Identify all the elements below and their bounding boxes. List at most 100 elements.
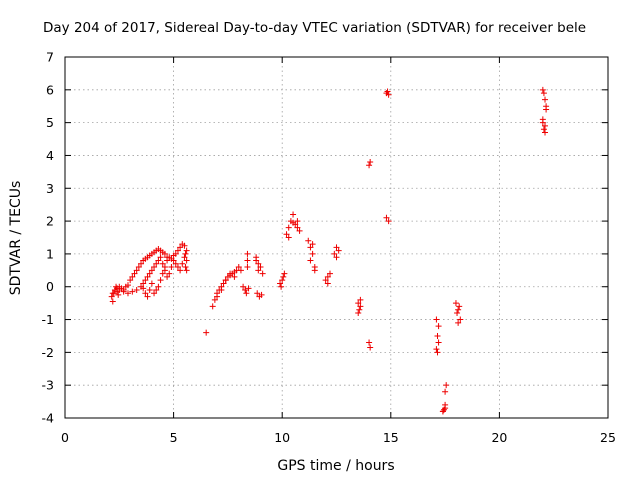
data-point (456, 303, 463, 310)
data-point (144, 273, 151, 280)
data-point (127, 277, 134, 284)
x-axis-title: GPS time / hours (277, 458, 394, 474)
data-point (244, 257, 251, 264)
data-point (170, 257, 177, 264)
data-point (182, 250, 189, 257)
data-point (324, 280, 331, 287)
data-point (133, 267, 140, 274)
y-tick-label: -2 (42, 345, 54, 360)
data-point (153, 287, 160, 294)
data-point (259, 270, 266, 277)
data-point (245, 285, 252, 292)
data-point (120, 287, 127, 294)
data-point (161, 267, 168, 274)
data-point (168, 264, 175, 271)
data-point (280, 273, 287, 280)
data-point (133, 287, 140, 294)
data-point (131, 270, 138, 277)
data-point (435, 323, 442, 330)
y-tick-label: -3 (42, 378, 54, 393)
data-point (179, 260, 186, 267)
data-point (181, 242, 188, 249)
y-tick-label: 4 (46, 148, 54, 163)
data-point (439, 408, 446, 415)
data-point (183, 247, 190, 254)
data-point (540, 90, 547, 97)
data-point (144, 293, 151, 300)
data-point (384, 88, 391, 95)
data-point (542, 129, 549, 136)
data-point (243, 290, 250, 297)
data-point (357, 303, 364, 310)
data-point (240, 283, 247, 290)
data-point (161, 250, 168, 257)
data-point (307, 244, 314, 251)
data-point (455, 319, 462, 326)
data-point (443, 382, 450, 389)
data-point (442, 401, 449, 408)
y-tick-labels: -4 -3 -2 -1 0 1 2 3 4 5 6 7 (42, 50, 55, 426)
data-point (109, 298, 116, 305)
data-point (148, 280, 155, 287)
data-point (153, 260, 160, 267)
y-tick-label: 6 (46, 82, 54, 97)
data-point (322, 277, 329, 284)
data-point (366, 162, 373, 169)
data-point (214, 293, 221, 300)
y-tick-label: 0 (46, 279, 54, 294)
data-point (543, 106, 550, 113)
data-point (434, 349, 441, 356)
data-point (385, 91, 392, 98)
data-point (305, 237, 312, 244)
grid-lines (65, 57, 608, 418)
data-point (242, 287, 249, 294)
data-point (237, 267, 244, 274)
data-point (140, 285, 147, 292)
data-point (542, 122, 549, 129)
data-point (116, 283, 123, 290)
data-point (155, 283, 162, 290)
data-point (231, 273, 238, 280)
data-point (442, 388, 449, 395)
data-point (356, 306, 363, 313)
data-point (355, 309, 362, 316)
data-point (244, 250, 251, 257)
data-point (109, 290, 116, 297)
data-point (177, 267, 184, 274)
data-point (435, 339, 442, 346)
data-point (311, 267, 318, 274)
y-axis-title: SDTVAR / TECUs (8, 181, 24, 296)
data-point (539, 86, 546, 93)
data-point (454, 309, 461, 316)
data-point (281, 270, 288, 277)
chart-title: Day 204 of 2017, Sidereal Day-to-day VTE… (43, 20, 586, 36)
data-point (258, 291, 265, 298)
data-point (166, 270, 173, 277)
data-point (434, 332, 441, 339)
data-point (296, 227, 303, 234)
data-point (385, 218, 392, 225)
data-point (183, 257, 190, 264)
y-tick-label: 2 (46, 214, 54, 229)
data-point (433, 316, 440, 323)
data-point (151, 290, 158, 297)
data-points (108, 86, 550, 415)
data-point (307, 257, 314, 264)
x-tick-label: 0 (61, 430, 69, 445)
data-point (174, 247, 181, 254)
data-point (164, 273, 171, 280)
data-point (164, 257, 171, 264)
data-point (135, 264, 142, 271)
data-point (172, 250, 179, 257)
data-point (183, 267, 190, 274)
data-point (108, 293, 115, 300)
data-point (218, 287, 225, 294)
data-point (309, 250, 316, 257)
data-point (177, 244, 184, 251)
data-point (333, 254, 340, 261)
data-point (333, 244, 340, 251)
data-point (235, 264, 242, 271)
y-tick-label: -1 (42, 312, 54, 327)
data-point (367, 344, 374, 351)
x-tick-label: 10 (274, 430, 290, 445)
